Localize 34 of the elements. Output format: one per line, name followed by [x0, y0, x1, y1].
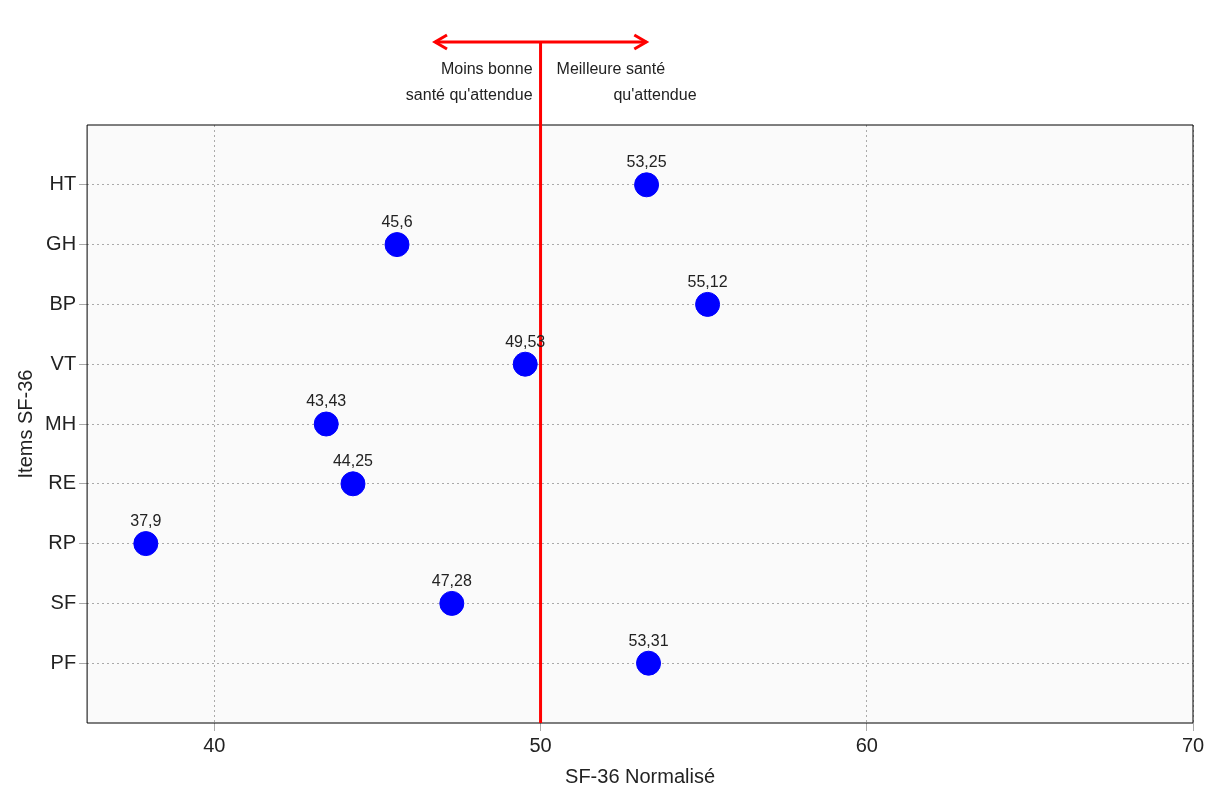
point — [636, 650, 662, 676]
data-label: 47,28 — [431, 571, 472, 589]
point — [695, 291, 721, 317]
y-tick-label: HT — [49, 172, 77, 195]
y-tick-label: BP — [49, 291, 77, 314]
point — [634, 172, 660, 198]
point — [512, 351, 538, 377]
y-tick-label: PF — [50, 650, 77, 673]
data-label: 44,25 — [332, 452, 374, 470]
point — [133, 531, 159, 557]
data-label: 55,12 — [687, 272, 728, 290]
y-tick-label: VT — [50, 351, 77, 374]
data-label: 45,6 — [381, 213, 413, 231]
data-label: 43,43 — [306, 392, 347, 410]
x-tick-label: 60 — [855, 733, 878, 756]
text: Moins bonne santé qu'attendue — [405, 60, 533, 104]
point — [313, 411, 339, 437]
data-label: 37,9 — [130, 512, 162, 530]
y-tick-label: RP — [48, 531, 77, 554]
data-label: 53,25 — [626, 153, 667, 171]
y-tick-label: MH — [44, 411, 77, 434]
point — [384, 232, 410, 258]
y-tick-label: SF — [50, 590, 77, 613]
y-tick-label: GH — [46, 232, 77, 255]
y-axis-title: Items SF-36 — [13, 369, 36, 479]
x-tick-label: 50 — [529, 733, 552, 756]
point — [439, 590, 465, 616]
x-axis-title: SF-36 Normalisé — [565, 764, 716, 787]
text: Meilleure santé qu'attendue — [556, 60, 697, 104]
y-tick-label: RE — [48, 471, 77, 494]
point — [340, 471, 366, 497]
data-label: 53,31 — [628, 631, 669, 649]
x-tick-label: 70 — [1181, 733, 1205, 756]
x-tick-label: 40 — [203, 733, 226, 756]
